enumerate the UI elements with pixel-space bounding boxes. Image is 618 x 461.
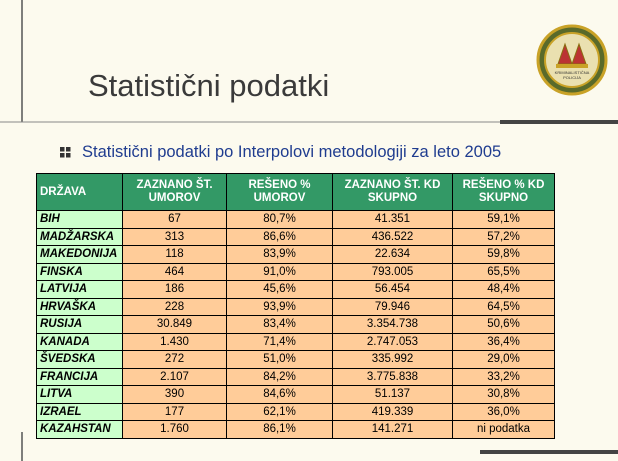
country-cell: HRVAŠKA xyxy=(36,297,123,316)
value-cell: 64,5% xyxy=(452,297,555,316)
value-cell: 83,4% xyxy=(226,315,333,334)
header-cell: REŠENO % UMOROV xyxy=(226,173,333,211)
value-cell: 67 xyxy=(122,210,227,229)
bullet-text: Statistični podatki po Interpolovi metod… xyxy=(82,143,502,161)
country-cell: BIH xyxy=(36,210,123,229)
value-cell: 71,4% xyxy=(226,332,333,351)
value-cell: 30,8% xyxy=(452,385,555,404)
value-cell: 186 xyxy=(122,280,227,299)
header-cell: REŠENO % KD SKUPNO xyxy=(452,173,555,211)
header-cell: ZAZNANO ŠT. KD SKUPNO xyxy=(332,173,453,211)
value-cell: 33,2% xyxy=(452,367,555,386)
value-cell: 390 xyxy=(122,385,227,404)
country-cell: MAKEDONIJA xyxy=(36,245,123,264)
table-row: IZRAEL 177 62,1% 419.339 36,0% xyxy=(36,402,555,421)
header-row: DRŽAVA ZAZNANO ŠT. UMOROV REŠENO % UMOROV Z… xyxy=(36,173,555,211)
value-cell: 93,9% xyxy=(226,297,333,316)
value-cell: 84,2% xyxy=(226,367,333,386)
value-cell: 56.454 xyxy=(332,280,453,299)
table-row: LITVA 390 84,6% 51.137 30,8% xyxy=(36,385,555,404)
table-row: KAZAHSTAN 1.760 86,1% 141.271 ni podatka xyxy=(36,420,555,439)
value-cell: 51,0% xyxy=(226,350,333,369)
value-cell: 464 xyxy=(122,262,227,281)
value-cell: 86,6% xyxy=(226,227,333,246)
table-row: HRVAŠKA 228 93,9% 79.946 64,5% xyxy=(36,297,555,316)
value-cell: 3.354.738 xyxy=(332,315,453,334)
value-cell: 419.339 xyxy=(332,402,453,421)
table-row: FINSKA 464 91,0% 793.005 65,5% xyxy=(36,262,555,281)
country-cell: KANADA xyxy=(36,332,123,351)
value-cell: 41.351 xyxy=(332,210,453,229)
value-cell: 177 xyxy=(122,402,227,421)
country-cell: LATVIJA xyxy=(36,280,123,299)
value-cell: 59,1% xyxy=(452,210,555,229)
value-cell: 3.775.838 xyxy=(332,367,453,386)
value-cell: ni podatka xyxy=(452,420,555,439)
country-cell: FRANCIJA xyxy=(36,367,123,386)
value-cell: 141.271 xyxy=(332,420,453,439)
value-cell: 313 xyxy=(122,227,227,246)
table-row: RUSIJA 30.849 83,4% 3.354.738 50,6% xyxy=(36,315,555,334)
header-cell: ZAZNANO ŠT. UMOROV xyxy=(122,173,227,211)
country-cell: KAZAHSTAN xyxy=(36,420,123,439)
value-cell: 272 xyxy=(122,350,227,369)
value-cell: 79.946 xyxy=(332,297,453,316)
value-cell: 45,6% xyxy=(226,280,333,299)
table-row: ŠVEDSKA 272 51,0% 335.992 29,0% xyxy=(36,350,555,369)
value-cell: 1.430 xyxy=(122,332,227,351)
table-row: BIH 67 80,7% 41.351 59,1% xyxy=(36,210,555,229)
value-cell: 86,1% xyxy=(226,420,333,439)
value-cell: 65,5% xyxy=(452,262,555,281)
table-row: MADŽARSKA 313 86,6% 436.522 57,2% xyxy=(36,227,555,246)
value-cell: 36,0% xyxy=(452,402,555,421)
value-cell: 29,0% xyxy=(452,350,555,369)
country-cell: ŠVEDSKA xyxy=(36,350,123,369)
logo-text: KRIMINALISTIČNA xyxy=(555,70,590,75)
value-cell: 1.760 xyxy=(122,420,227,439)
country-cell: RUSIJA xyxy=(36,315,123,334)
slide-title: Statistični podatki xyxy=(88,68,330,103)
value-cell: 80,7% xyxy=(226,210,333,229)
value-cell: 62,1% xyxy=(226,402,333,421)
value-cell: 22.634 xyxy=(332,245,453,264)
logo-text: POLICIJA xyxy=(563,75,581,80)
value-cell: 48,4% xyxy=(452,280,555,299)
header-cell: DRŽAVA xyxy=(36,173,123,211)
value-cell: 84,6% xyxy=(226,385,333,404)
value-cell: 335.992 xyxy=(332,350,453,369)
table-row: FRANCIJA 2.107 84,2% 3.775.838 33,2% xyxy=(36,367,555,386)
value-cell: 228 xyxy=(122,297,227,316)
value-cell: 83,9% xyxy=(226,245,333,264)
value-cell: 91,0% xyxy=(226,262,333,281)
table-row: LATVIJA 186 45,6% 56.454 48,4% xyxy=(36,280,555,299)
bullet-icon xyxy=(60,147,71,158)
value-cell: 2.747.053 xyxy=(332,332,453,351)
value-cell: 50,6% xyxy=(452,315,555,334)
country-cell: FINSKA xyxy=(36,262,123,281)
value-cell: 118 xyxy=(122,245,227,264)
statistics-table: DRŽAVA ZAZNANO ŠT. UMOROV REŠENO % UMOROV Z… xyxy=(36,173,555,439)
country-cell: IZRAEL xyxy=(36,402,123,421)
value-cell: 51.137 xyxy=(332,385,453,404)
value-cell: 59,8% xyxy=(452,245,555,264)
country-cell: LITVA xyxy=(36,385,123,404)
value-cell: 30.849 xyxy=(122,315,227,334)
logo: KRIMINALISTIČNA POLICIJA xyxy=(536,24,608,96)
value-cell: 57,2% xyxy=(452,227,555,246)
value-cell: 2.107 xyxy=(122,367,227,386)
table-row: KANADA 1.430 71,4% 2.747.053 36,4% xyxy=(36,332,555,351)
country-cell: MADŽARSKA xyxy=(36,227,123,246)
table-row: MAKEDONIJA 118 83,9% 22.634 59,8% xyxy=(36,245,555,264)
value-cell: 793.005 xyxy=(332,262,453,281)
value-cell: 436.522 xyxy=(332,227,453,246)
value-cell: 36,4% xyxy=(452,332,555,351)
